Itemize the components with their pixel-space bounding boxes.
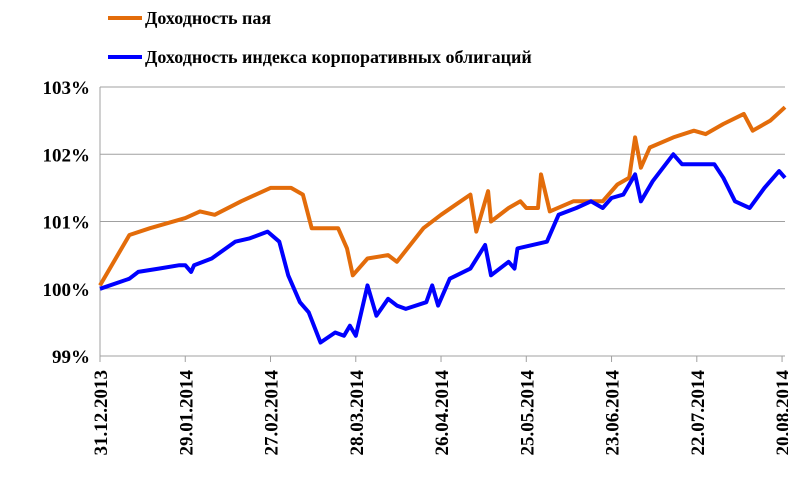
legend-label: Доходность пая (145, 8, 271, 28)
y-tick-label: 99% (52, 347, 90, 368)
y-tick-label: 102% (43, 145, 91, 166)
y-tick-label: 100% (43, 280, 91, 301)
x-tick-label: 25.05.2014 (517, 370, 538, 456)
x-tick-label: 28.03.2014 (347, 370, 368, 456)
x-tick-label: 31.12.2013 (91, 370, 112, 456)
x-tick-label: 22.07.2014 (688, 370, 709, 456)
series-line (98, 105, 787, 287)
legend-label: Доходность индекса корпоративных облигац… (145, 47, 532, 67)
x-tick-label: 20.08.2014 (773, 370, 788, 456)
x-tick-label: 26.04.2014 (432, 370, 453, 456)
x-tick-label: 27.02.2014 (262, 370, 283, 456)
y-tick-label: 101% (43, 213, 91, 234)
y-tick-label: 103% (43, 78, 91, 99)
x-tick-label: 29.01.2014 (176, 370, 197, 456)
x-tick-label: 23.06.2014 (603, 370, 624, 456)
series-line (99, 152, 787, 345)
